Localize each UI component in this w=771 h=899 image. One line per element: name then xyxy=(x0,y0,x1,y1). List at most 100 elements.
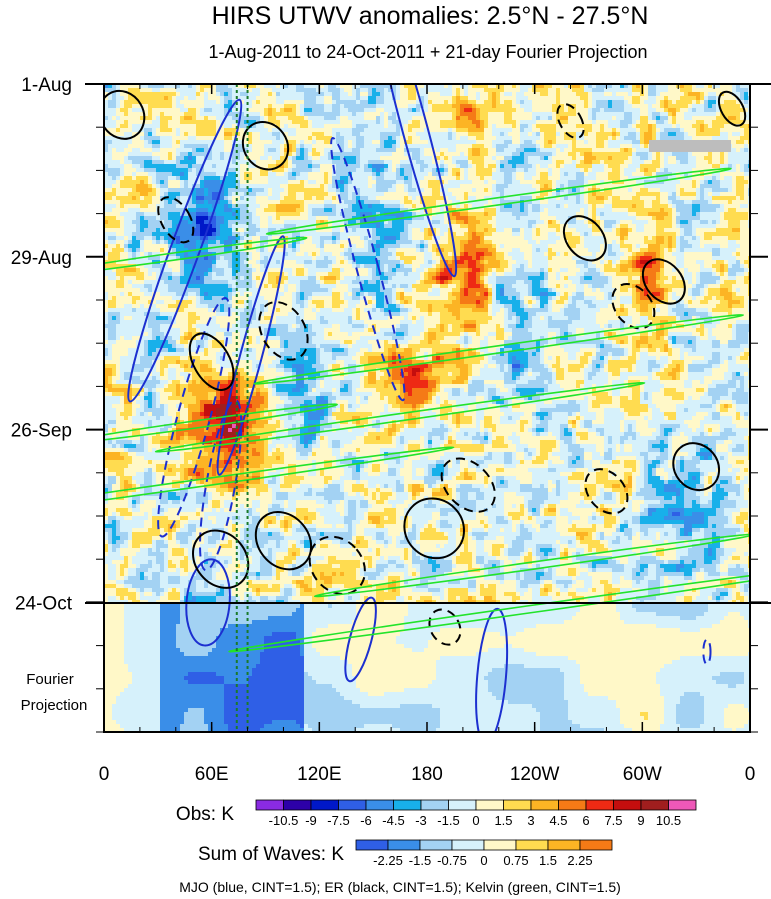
heat-cell xyxy=(624,108,629,113)
heat-cell xyxy=(484,112,489,117)
heat-cell xyxy=(124,160,129,165)
heat-cell xyxy=(104,96,109,101)
heat-cell xyxy=(548,100,553,105)
heat-cell xyxy=(404,204,409,209)
heat-cell xyxy=(308,200,313,205)
heat-cell xyxy=(240,192,245,197)
heat-cell xyxy=(304,168,309,173)
heat-cell xyxy=(116,120,121,125)
heat-cell xyxy=(212,156,217,161)
heat-cell xyxy=(512,180,517,185)
heat-cell xyxy=(516,148,521,153)
heat-cell xyxy=(600,120,605,125)
heat-cell xyxy=(472,92,477,97)
heat-cell xyxy=(720,200,725,205)
heat-cell xyxy=(184,188,189,193)
heat-cell xyxy=(216,124,221,129)
heat-cell xyxy=(364,196,369,201)
heat-cell xyxy=(304,112,309,117)
heat-cell xyxy=(424,88,429,93)
heat-cell xyxy=(196,148,201,153)
heat-cell xyxy=(528,204,533,209)
heat-cell xyxy=(320,180,325,185)
heat-cell xyxy=(624,136,629,141)
heat-cell xyxy=(252,180,257,185)
heat-cell xyxy=(560,112,565,117)
heat-cell xyxy=(156,156,161,161)
heat-cell xyxy=(188,168,193,173)
heat-cell xyxy=(508,184,513,189)
heat-cell xyxy=(724,92,729,97)
heat-cell xyxy=(288,92,293,97)
heat-cell xyxy=(552,116,557,121)
heat-cell xyxy=(228,204,233,209)
heat-cell xyxy=(296,204,301,209)
heat-cell xyxy=(560,188,565,193)
heat-cell xyxy=(116,100,121,105)
heat-cell xyxy=(656,88,661,93)
heat-cell xyxy=(412,112,417,117)
heat-cell xyxy=(160,192,165,197)
heat-cell xyxy=(284,128,289,133)
heat-cell xyxy=(388,92,393,97)
heat-cell xyxy=(416,128,421,133)
heat-cell xyxy=(612,192,617,197)
heat-cell xyxy=(488,180,493,185)
heat-cell xyxy=(152,128,157,133)
heat-cell xyxy=(412,84,417,89)
heat-cell xyxy=(400,192,405,197)
heat-cell xyxy=(248,200,253,205)
heat-cell xyxy=(704,192,709,197)
heat-cell xyxy=(736,108,741,113)
heat-cell xyxy=(512,192,517,197)
heat-cell xyxy=(512,156,517,161)
heat-cell xyxy=(272,108,277,113)
heat-cell xyxy=(704,200,709,205)
heat-cell xyxy=(196,84,201,89)
heat-cell xyxy=(464,148,469,153)
heat-cell xyxy=(132,200,137,205)
heat-cell xyxy=(696,196,701,201)
heat-cell xyxy=(656,116,661,121)
heat-cell xyxy=(304,184,309,189)
heat-cell xyxy=(328,128,333,133)
heat-cell xyxy=(716,176,721,181)
heat-cell xyxy=(368,164,373,169)
heat-cell xyxy=(704,92,709,97)
heat-cell xyxy=(308,152,313,157)
heat-cell xyxy=(608,204,613,209)
heat-cell xyxy=(684,108,689,113)
heat-cell xyxy=(316,88,321,93)
heat-cell xyxy=(396,128,401,133)
heat-cell xyxy=(324,132,329,137)
heat-cell xyxy=(692,184,697,189)
heat-cell xyxy=(328,160,333,165)
heat-cell xyxy=(348,144,353,149)
heat-cell xyxy=(380,152,385,157)
heat-cell xyxy=(324,120,329,125)
heat-cell xyxy=(344,96,349,101)
heat-cell xyxy=(152,196,157,201)
heat-cell xyxy=(560,128,565,133)
heat-cell xyxy=(524,120,529,125)
heat-cell xyxy=(272,180,277,185)
heat-cell xyxy=(392,112,397,117)
heat-cell xyxy=(316,160,321,165)
heat-cell xyxy=(472,88,477,93)
heat-cell xyxy=(356,120,361,125)
heat-cell xyxy=(104,160,109,165)
heat-cell xyxy=(628,84,633,89)
heat-cell xyxy=(736,192,741,197)
heat-cell xyxy=(104,116,109,121)
heat-cell xyxy=(216,92,221,97)
heat-cell xyxy=(208,176,213,181)
heat-cell xyxy=(380,140,385,145)
heat-cell xyxy=(624,168,629,173)
heat-cell xyxy=(316,112,321,117)
heat-cell xyxy=(260,92,265,97)
heat-cell xyxy=(564,164,569,169)
heat-cell xyxy=(368,84,373,89)
heat-cell xyxy=(164,88,169,93)
heat-cell xyxy=(572,104,577,109)
heat-cell xyxy=(320,204,325,209)
